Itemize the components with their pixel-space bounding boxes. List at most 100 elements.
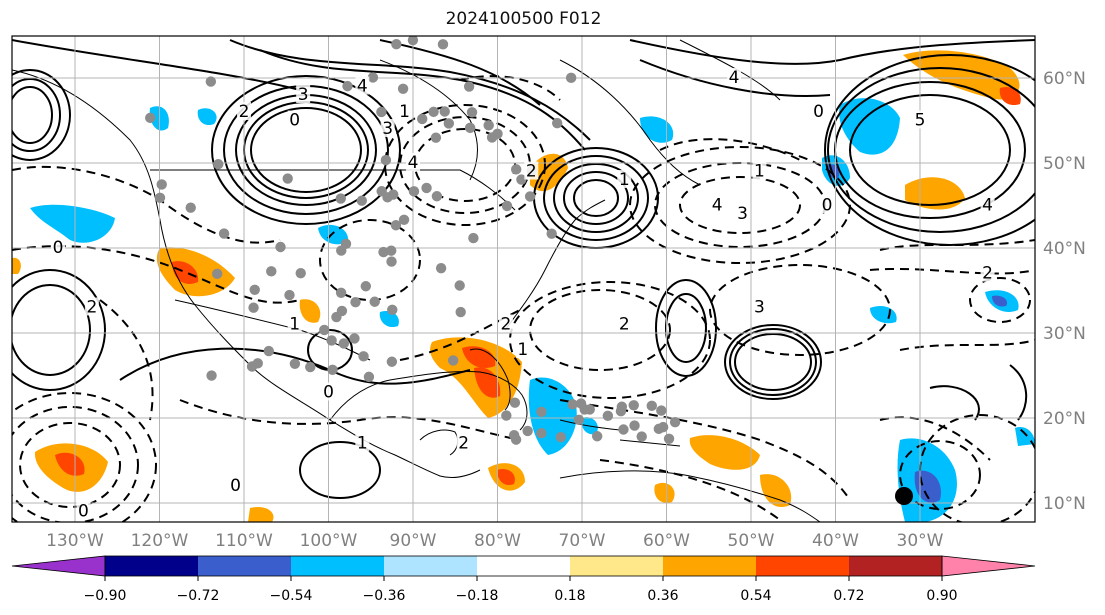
colorbar-outline [104, 555, 943, 577]
contour-label-bg [980, 263, 995, 282]
contour-line [824, 54, 1035, 246]
contour-line [12, 39, 301, 91]
station-dot [336, 245, 347, 256]
station-dot [669, 416, 681, 428]
contour-label: 5 [915, 111, 926, 131]
station-dot [263, 345, 274, 357]
station-dot [492, 128, 503, 140]
contour-label-bg [752, 161, 767, 180]
contour-line [12, 284, 91, 376]
coastline-north-america [12, 69, 481, 478]
colorbar-extend-low [11, 555, 106, 577]
latitude-label: 60°N [1043, 69, 1086, 89]
solid-contours [12, 39, 1035, 499]
contour-label: 3 [737, 204, 748, 224]
colorbar-tick-label: −0.72 [177, 588, 220, 604]
warm-shading [903, 50, 1020, 100]
station-dot [342, 80, 353, 92]
station-dot [249, 284, 260, 295]
map-title: 2024100500 F012 [445, 9, 602, 29]
station-dot [616, 401, 628, 412]
contour-line [99, 299, 154, 421]
colorbar-segment [384, 556, 477, 576]
contour-label-bg [735, 204, 750, 222]
station-dot [376, 186, 387, 197]
station-dot [398, 214, 410, 225]
contour-line [655, 279, 717, 377]
contour-label: 0 [822, 196, 833, 216]
contour-line [509, 281, 711, 399]
station-dot [602, 410, 614, 422]
station-dot [454, 280, 465, 291]
contour-label: 0 [53, 238, 64, 258]
contour-line [659, 138, 801, 161]
contour-line [250, 107, 362, 193]
dashed-contours [12, 75, 1035, 522]
longitude-label: 130°W [46, 531, 104, 551]
station-dot [284, 289, 295, 301]
station-dot [378, 246, 389, 258]
station-dot [252, 358, 263, 369]
contour-label: 0 [230, 476, 241, 496]
contour-label: 1 [289, 315, 300, 335]
contour-line [969, 277, 1031, 323]
contour-line [729, 328, 817, 396]
station-dot [386, 356, 398, 367]
station-dot [510, 434, 522, 445]
contour-label-bg [287, 110, 302, 129]
station-dot [213, 159, 224, 170]
contour-label-bg [617, 314, 632, 333]
station-dot [516, 174, 527, 185]
station-dot [335, 193, 346, 204]
contour-line [879, 416, 991, 461]
station-dot [356, 195, 368, 206]
station-dot [390, 220, 402, 231]
storm-marker [895, 487, 913, 505]
cool-shading [30, 204, 115, 243]
contour-label: 2 [501, 315, 512, 335]
contour-label-bg [84, 297, 99, 316]
colorbar-segment [291, 556, 384, 576]
contour-label-bg [913, 110, 927, 129]
station-dot [397, 83, 409, 94]
contour-label-bg [820, 195, 835, 214]
contour-line [563, 171, 629, 225]
station-dot [248, 302, 259, 313]
station-dot [555, 432, 567, 443]
contour-line [229, 39, 591, 141]
contour-label-bg [76, 501, 91, 520]
contour-line [543, 155, 649, 241]
station-dot [369, 296, 380, 307]
contour-line [929, 385, 980, 421]
coastline-east [504, 199, 606, 331]
contour-label: 2 [526, 162, 537, 182]
longitude-labels: 130°W 120°W 110°W 100°W 90°W 80°W 70°W 60°W 50°W… [46, 531, 944, 551]
contour-label: 0 [813, 102, 824, 122]
station-dot [380, 154, 392, 166]
contour-label-bg [287, 314, 302, 333]
station-dot [386, 256, 397, 267]
contour-line [12, 269, 106, 391]
contour-label: 2 [619, 315, 630, 335]
station-dot [546, 228, 557, 239]
contour-label-bg [524, 161, 539, 180]
coastline-yucatan [419, 429, 459, 456]
station-dot [653, 423, 665, 435]
contour-label: 1 [517, 340, 528, 360]
contour-label: 0 [78, 502, 89, 522]
contour-line [1009, 364, 1028, 421]
station-dot [363, 371, 375, 383]
contour-label-bg [752, 297, 767, 316]
contour-label-bg [406, 153, 420, 171]
contour-label: 1 [357, 434, 368, 454]
contour-line [529, 289, 671, 371]
longitude-label: 80°W [474, 531, 521, 551]
station-dot [565, 72, 577, 84]
contour-label: 4 [712, 196, 723, 216]
contour-label: 2 [86, 298, 97, 318]
station-dot [367, 72, 379, 83]
contour-line [384, 104, 546, 226]
contour-line [724, 324, 822, 400]
station-dot [464, 122, 476, 134]
